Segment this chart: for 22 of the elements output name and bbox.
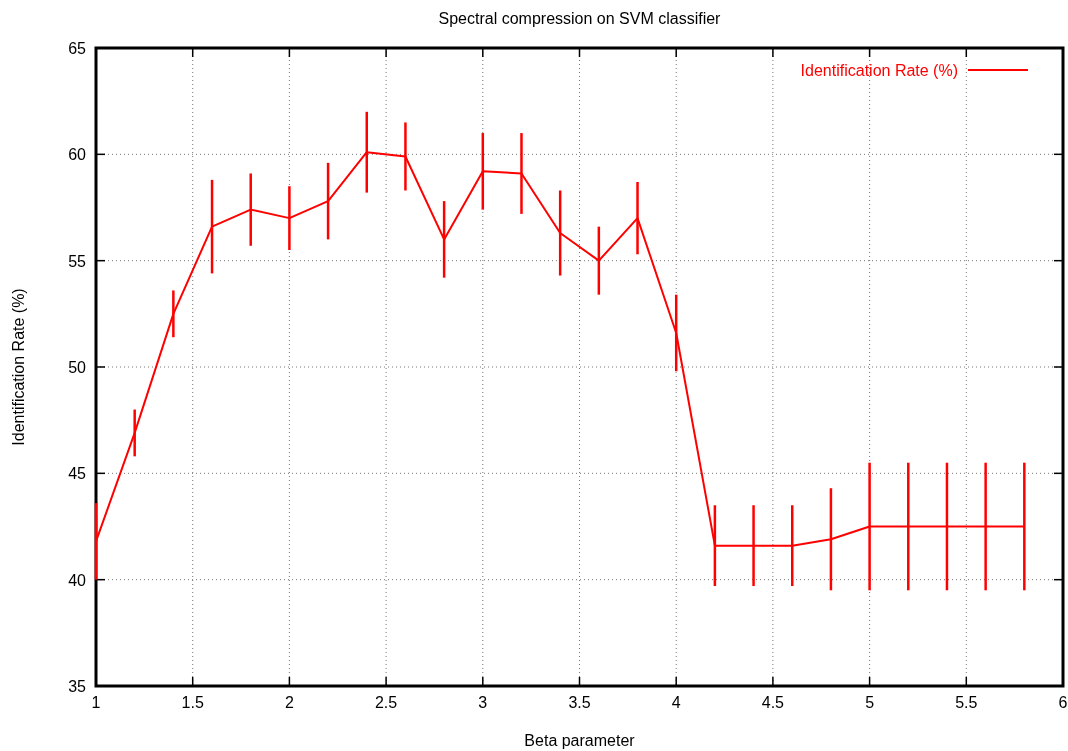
legend-label: Identification Rate (%) [800, 62, 958, 79]
x-tick-label: 4.5 [761, 694, 785, 711]
y-tick-label: 50 [68, 359, 87, 376]
x-tick-label: 1 [91, 694, 101, 711]
y-tick-label: 65 [68, 40, 87, 57]
y-tick-label: 55 [68, 252, 87, 270]
x-axis-title: Beta parameter [524, 732, 636, 749]
y-axis-title: Identification Rate (%) [10, 288, 27, 446]
x-tick-label: 5 [865, 694, 875, 711]
x-tick-label: 4 [671, 694, 681, 711]
x-tick-label: 2.5 [374, 694, 398, 711]
y-tick-label: 45 [68, 465, 87, 483]
y-tick-label: 35 [68, 678, 87, 695]
x-tick-label: 3 [478, 694, 488, 711]
y-tick-label: 60 [68, 146, 87, 164]
x-tick-label: 1.5 [181, 694, 204, 711]
x-tick-label: 3.5 [568, 694, 591, 711]
x-tick-label: 2 [284, 694, 294, 711]
chart-title: Spectral compression on SVM classifier [438, 10, 722, 27]
y-tick-label: 40 [68, 571, 87, 589]
x-tick-label: 6 [1058, 694, 1068, 711]
x-tick-label: 5.5 [955, 694, 978, 711]
